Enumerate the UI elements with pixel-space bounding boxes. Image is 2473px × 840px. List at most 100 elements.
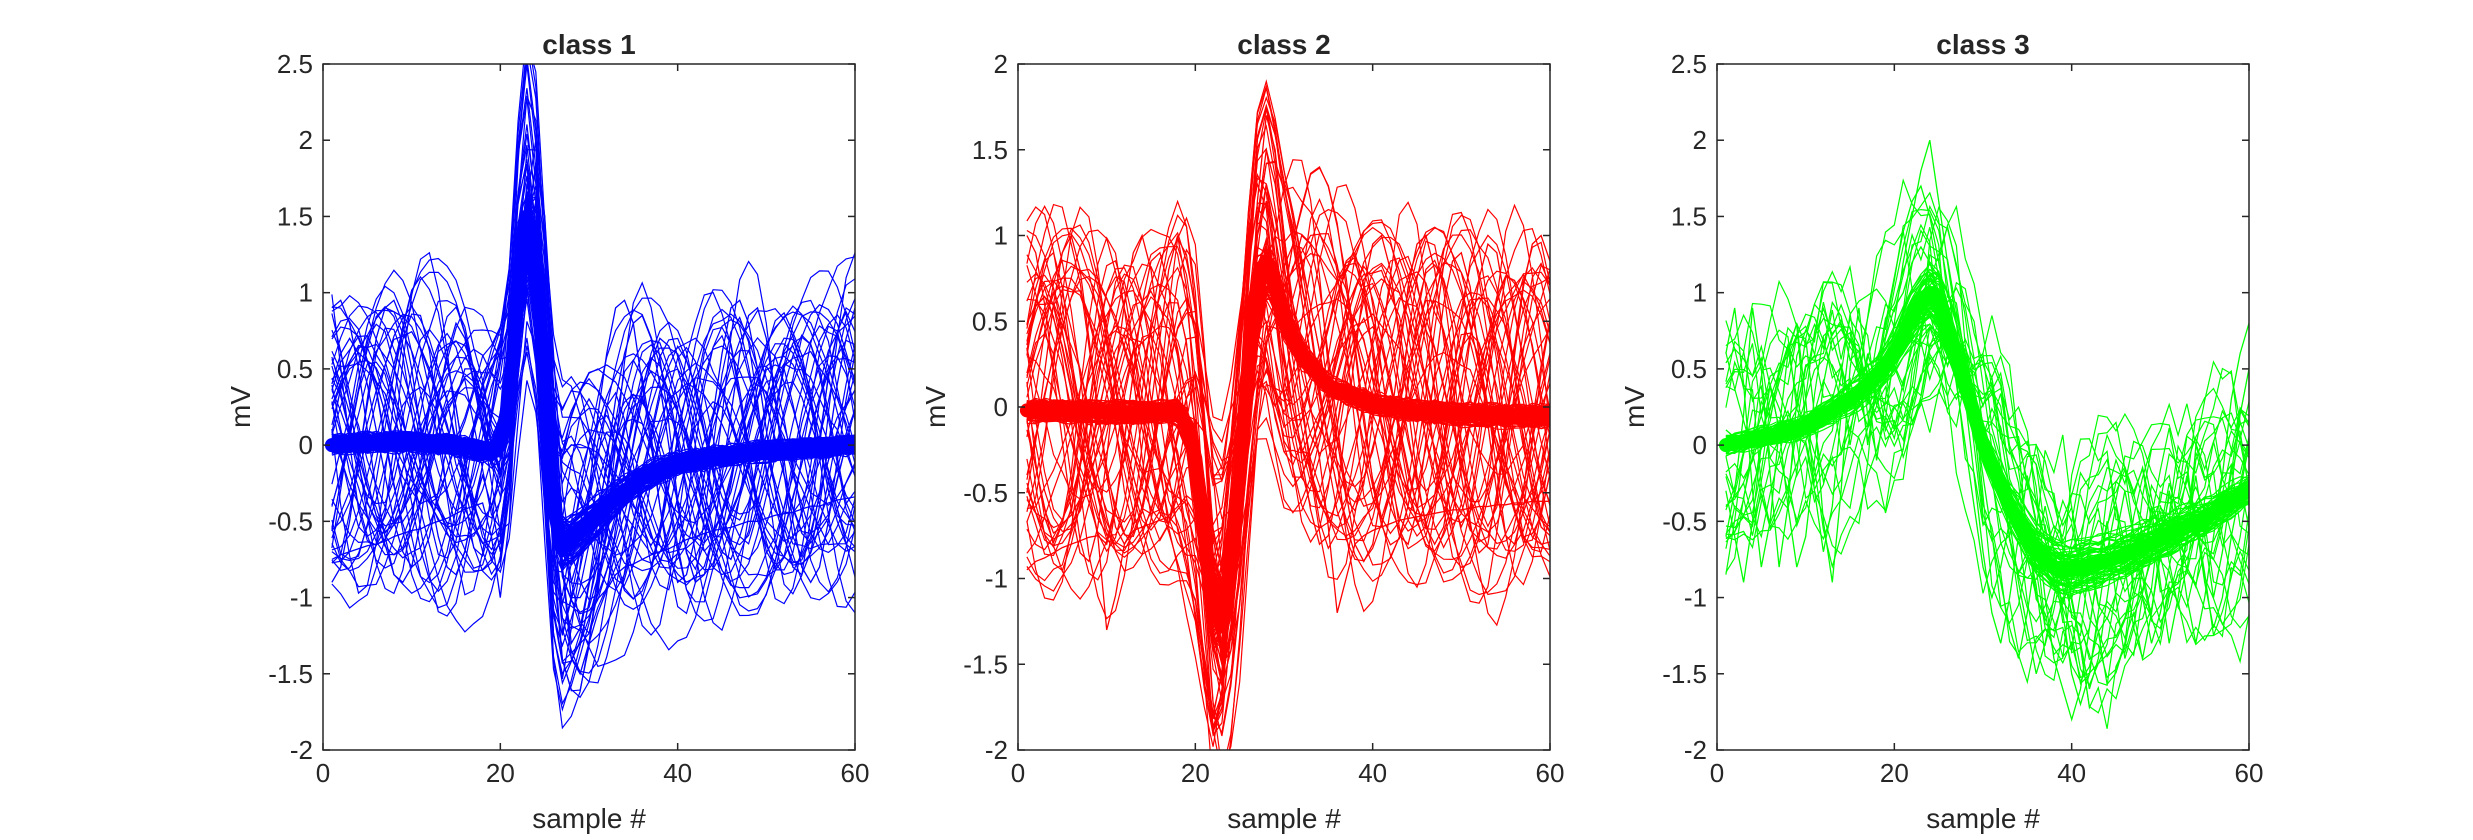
- trace-line: [1026, 184, 1550, 538]
- y-tick-label: -2: [985, 735, 1008, 765]
- trace-line: [331, 185, 855, 584]
- y-tick-label: 1.5: [972, 135, 1008, 165]
- trace-line: [1026, 244, 1550, 750]
- trace-line: [331, 144, 855, 699]
- y-tick-label: 0: [1693, 430, 1707, 460]
- y-tick-label: 1: [1693, 278, 1707, 308]
- chart-title: class 2: [1237, 29, 1330, 60]
- plot-area: [1019, 79, 1550, 750]
- y-tick-label: -0.5: [1662, 506, 1707, 536]
- x-axis-label: sample #: [1227, 803, 1341, 834]
- template-line: [1019, 254, 1550, 629]
- x-axis-label: sample #: [532, 803, 646, 834]
- template-line: [324, 209, 855, 556]
- chart-title: class 3: [1936, 29, 2029, 60]
- y-tick-label: -0.5: [963, 478, 1008, 508]
- trace-line: [1026, 149, 1550, 682]
- trace-line: [331, 337, 855, 712]
- y-tick-label: 2.5: [277, 49, 313, 79]
- trace-line: [1725, 223, 2249, 729]
- trace-line: [1026, 298, 1550, 750]
- trace-line: [1026, 290, 1550, 559]
- y-axis-label: mV: [225, 386, 256, 428]
- chart-panel-1: 0 20 40 60-2-1.5-1-0.500.511.522.5 class 1 …: [225, 29, 869, 834]
- trace-line: [1026, 161, 1550, 737]
- trace-line: [1725, 322, 2249, 687]
- plot-area: [324, 64, 855, 730]
- trace-line: [1725, 281, 2249, 714]
- x-tick-label: 40: [1358, 758, 1387, 788]
- trace-line: [331, 175, 855, 730]
- trace-line: [331, 165, 855, 630]
- x-axis-label: sample #: [1926, 803, 2040, 834]
- x-tick-label: 0: [1710, 758, 1724, 788]
- x-tick-label: 20: [1880, 758, 1909, 788]
- trace-line: [1725, 336, 2249, 621]
- axes-box: [1716, 63, 2250, 751]
- x-tick-label: 0: [316, 758, 330, 788]
- y-tick-label: -2: [290, 735, 313, 765]
- trace-line: [331, 236, 855, 636]
- trace-line: [1026, 183, 1550, 665]
- template-line: [1718, 285, 2249, 578]
- trace-line: [1725, 206, 2249, 686]
- trace-line: [1725, 178, 2249, 658]
- y-tick-label: -2: [1684, 735, 1707, 765]
- y-tick-label: 2: [994, 49, 1008, 79]
- trace-line: [331, 256, 855, 635]
- axis-ticks: 0 20 40 60 -2 -1.5 -1 -0.5 0 0.5 1 1.5 2: [963, 49, 1564, 788]
- axis-ticks: 0 20 40 60 -2 -1.5 -1 -0.5 0 0.5 1 1.5 2 2.5: [1662, 49, 2263, 788]
- y-axis-label: mV: [1619, 386, 1650, 428]
- trace-line: [1725, 300, 2249, 661]
- trace-line: [331, 98, 855, 674]
- trace-line: [1026, 124, 1550, 727]
- x-tick-label: 0: [1011, 758, 1025, 788]
- trace-line: [331, 95, 855, 555]
- trace-line: [331, 64, 855, 556]
- x-tick-label: 40: [2057, 758, 2086, 788]
- y-tick-label: -1.5: [963, 649, 1008, 679]
- trace-line: [1725, 281, 2249, 665]
- y-tick-label: 2: [1693, 125, 1707, 155]
- trace-line: [1026, 115, 1550, 735]
- y-tick-label: 1: [994, 221, 1008, 251]
- y-tick-label: 0: [994, 392, 1008, 422]
- trace-line: [1725, 309, 2249, 679]
- trace-line: [1026, 265, 1550, 574]
- trace-line: [331, 163, 855, 680]
- y-axis-label: mV: [920, 386, 951, 428]
- trace-line: [331, 201, 855, 646]
- y-tick-label: -1.5: [268, 659, 313, 689]
- trace-line: [331, 313, 855, 589]
- y-tick-label: 0.5: [1671, 354, 1707, 384]
- y-tick-label: 1: [299, 278, 313, 308]
- y-tick-label: -1.5: [1662, 659, 1707, 689]
- y-tick-label: -1: [985, 564, 1008, 594]
- x-tick-label: 60: [841, 758, 870, 788]
- trace-line: [331, 124, 855, 645]
- trace-line: [1725, 224, 2249, 630]
- y-tick-label: 2: [299, 125, 313, 155]
- trace-line: [1026, 172, 1550, 597]
- trace-line: [1026, 87, 1550, 621]
- trace-line: [331, 64, 855, 601]
- y-tick-label: -1: [290, 583, 313, 613]
- trace-line: [1026, 221, 1550, 686]
- trace-line: [1026, 79, 1550, 606]
- y-tick-label: 1.5: [277, 201, 313, 231]
- y-tick-label: 0.5: [972, 306, 1008, 336]
- x-tick-label: 40: [663, 758, 692, 788]
- x-tick-label: 20: [486, 758, 515, 788]
- y-tick-label: 1.5: [1671, 201, 1707, 231]
- trace-line: [1026, 278, 1550, 703]
- trace-line: [331, 235, 855, 686]
- y-tick-label: 0.5: [277, 354, 313, 384]
- trace-line: [1725, 229, 2249, 664]
- trace-line: [1725, 245, 2249, 690]
- trace-line: [331, 291, 855, 553]
- y-tick-label: 0: [299, 430, 313, 460]
- trace-line: [1026, 291, 1550, 562]
- chart-title: class 1: [542, 29, 635, 60]
- trace-line: [331, 207, 855, 572]
